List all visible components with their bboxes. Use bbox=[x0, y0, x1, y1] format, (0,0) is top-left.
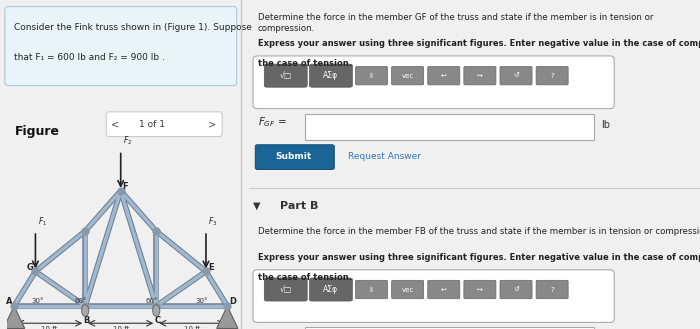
Text: ↺: ↺ bbox=[513, 73, 519, 79]
Text: $F_3$: $F_3$ bbox=[208, 215, 218, 228]
Text: Determine the force in the member GF of the truss and state if the member is in : Determine the force in the member GF of … bbox=[258, 13, 653, 33]
Text: √□: √□ bbox=[279, 285, 292, 294]
Text: lb: lb bbox=[601, 120, 610, 130]
FancyBboxPatch shape bbox=[500, 66, 532, 85]
Text: ↺: ↺ bbox=[513, 287, 519, 292]
FancyBboxPatch shape bbox=[265, 278, 307, 301]
FancyBboxPatch shape bbox=[428, 280, 460, 299]
FancyBboxPatch shape bbox=[309, 64, 352, 87]
Text: B: B bbox=[84, 316, 90, 325]
Text: $F_2$: $F_2$ bbox=[122, 135, 132, 147]
Text: 60°: 60° bbox=[74, 297, 87, 304]
Text: 30°: 30° bbox=[32, 297, 44, 304]
Text: Express your answer using three significant figures. Enter negative value in the: Express your answer using three signific… bbox=[258, 39, 700, 48]
Text: >: > bbox=[209, 119, 216, 129]
Text: 10 ft: 10 ft bbox=[183, 326, 200, 329]
Text: ?: ? bbox=[550, 73, 554, 79]
Text: vec: vec bbox=[401, 287, 414, 292]
FancyBboxPatch shape bbox=[256, 145, 335, 169]
FancyBboxPatch shape bbox=[253, 270, 614, 322]
FancyBboxPatch shape bbox=[356, 280, 388, 299]
Text: Consider the Fink truss shown in (Figure 1). Suppose: Consider the Fink truss shown in (Figure… bbox=[15, 23, 253, 32]
FancyBboxPatch shape bbox=[536, 66, 568, 85]
Polygon shape bbox=[4, 306, 24, 328]
Circle shape bbox=[153, 305, 160, 316]
Text: C: C bbox=[155, 316, 161, 325]
FancyBboxPatch shape bbox=[309, 278, 352, 301]
FancyBboxPatch shape bbox=[391, 66, 423, 85]
Text: AΣφ: AΣφ bbox=[323, 71, 338, 80]
FancyBboxPatch shape bbox=[305, 327, 594, 329]
FancyBboxPatch shape bbox=[265, 64, 307, 87]
FancyBboxPatch shape bbox=[5, 7, 237, 86]
Text: the case of tension.: the case of tension. bbox=[258, 273, 351, 282]
FancyBboxPatch shape bbox=[464, 66, 496, 85]
Text: that F₁ = 600 lb and F₂ = 900 lb .: that F₁ = 600 lb and F₂ = 900 lb . bbox=[15, 53, 165, 62]
FancyBboxPatch shape bbox=[428, 66, 460, 85]
Text: G: G bbox=[26, 263, 33, 272]
Text: Express your answer using three significant figures. Enter negative value in the: Express your answer using three signific… bbox=[258, 253, 700, 262]
Text: AΣφ: AΣφ bbox=[323, 285, 338, 294]
Text: II: II bbox=[370, 287, 373, 292]
Text: II: II bbox=[370, 73, 373, 79]
Text: 10 ft: 10 ft bbox=[41, 326, 58, 329]
Text: $F_{GF}$ =: $F_{GF}$ = bbox=[258, 115, 286, 129]
Text: ↩: ↩ bbox=[440, 73, 447, 79]
Text: Part B: Part B bbox=[280, 201, 318, 211]
FancyBboxPatch shape bbox=[356, 66, 388, 85]
FancyBboxPatch shape bbox=[391, 280, 423, 299]
Text: Request Answer: Request Answer bbox=[348, 152, 421, 162]
Text: F: F bbox=[122, 182, 127, 190]
Text: Submit: Submit bbox=[276, 152, 312, 162]
Circle shape bbox=[82, 305, 89, 316]
FancyBboxPatch shape bbox=[536, 280, 568, 299]
Text: 60°: 60° bbox=[146, 297, 158, 304]
FancyBboxPatch shape bbox=[253, 56, 614, 109]
FancyBboxPatch shape bbox=[500, 280, 532, 299]
Text: ▼: ▼ bbox=[253, 201, 260, 211]
Text: √□: √□ bbox=[279, 71, 292, 80]
FancyBboxPatch shape bbox=[305, 114, 594, 140]
Polygon shape bbox=[216, 306, 238, 328]
Text: Determine the force in the member FB of the truss and state if the member is in : Determine the force in the member FB of … bbox=[258, 227, 700, 236]
Text: 1 of 1: 1 of 1 bbox=[139, 120, 165, 129]
Text: Figure: Figure bbox=[15, 125, 60, 138]
Text: A: A bbox=[6, 297, 12, 306]
Text: 10 ft: 10 ft bbox=[113, 326, 129, 329]
FancyBboxPatch shape bbox=[106, 112, 222, 137]
Text: the case of tension.: the case of tension. bbox=[258, 59, 351, 68]
Text: ↩: ↩ bbox=[440, 287, 447, 292]
Text: $F_1$: $F_1$ bbox=[38, 215, 47, 228]
Text: E: E bbox=[208, 263, 213, 272]
Text: 30°: 30° bbox=[195, 297, 208, 304]
Text: ?: ? bbox=[550, 287, 554, 292]
Text: vec: vec bbox=[401, 73, 414, 79]
FancyBboxPatch shape bbox=[464, 280, 496, 299]
Text: <: < bbox=[111, 119, 119, 129]
Text: D: D bbox=[230, 297, 237, 306]
Text: ↪: ↪ bbox=[477, 287, 482, 292]
Text: ↪: ↪ bbox=[477, 73, 482, 79]
